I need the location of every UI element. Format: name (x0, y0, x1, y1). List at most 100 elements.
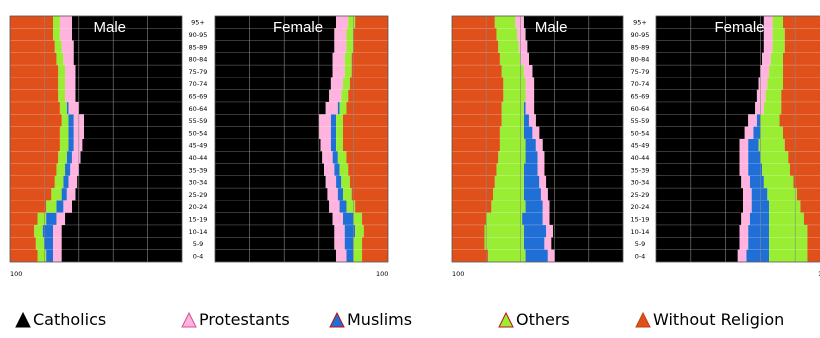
age-label: 45-49 (631, 142, 650, 150)
bar-male-muslims (63, 175, 69, 189)
bar-female-others (337, 151, 347, 164)
bar-male-catholics (527, 40, 623, 53)
bar-male-without-religion (10, 40, 55, 53)
figure: Male Female 95+ 90-95 85-89 80-84 75-79 70-74 65… (9, 15, 820, 278)
bar-female-protestants (336, 16, 349, 29)
age-label: 20-24 (631, 203, 650, 211)
bar-male-others (487, 249, 526, 262)
bar-female-others (772, 28, 785, 41)
bar-male-others (53, 28, 60, 41)
bar-male-muslims (525, 249, 548, 262)
bar-male-without-religion (10, 237, 36, 250)
bar-male-protestants (65, 77, 76, 90)
bar-male-protestants (53, 225, 62, 238)
bar-male-without-religion (10, 188, 52, 201)
bar-female-protestants (763, 28, 773, 41)
age-label: 10-14 (189, 228, 208, 236)
bar-female-catholics (215, 200, 330, 213)
bar-male-without-religion (10, 151, 59, 164)
bar-female-others (769, 249, 808, 262)
bar-female-without-religion (346, 151, 388, 164)
bar-male-catholics (523, 16, 623, 29)
bar-male-without-religion (10, 65, 59, 78)
male-panel-border (9, 15, 183, 263)
bar-male-others (35, 237, 45, 250)
bar-male-muslims (525, 151, 538, 164)
age-label: 0-4 (193, 252, 204, 260)
bar-male-muslims (68, 114, 74, 127)
bar-female-without-religion (807, 249, 820, 262)
bar-female-without-religion (362, 249, 388, 262)
bar-male-protestants (56, 212, 66, 226)
age-label: 0-4 (635, 252, 646, 260)
bar-female-others (772, 16, 784, 29)
legend-item-catholics: Catholics (15, 310, 106, 329)
bar-male-without-religion (452, 102, 502, 115)
age-label: 25-29 (189, 191, 208, 199)
bar-female-others (336, 139, 344, 152)
bar-male-without-religion (452, 249, 488, 262)
triangle-icon (329, 311, 345, 327)
age-label: 70-74 (631, 80, 650, 88)
bar-male-without-religion (452, 188, 494, 201)
bar-male-others (503, 77, 526, 90)
bar-female-catholics (215, 188, 328, 201)
bar-female-protestants (327, 188, 338, 201)
bar-female-catholics (215, 114, 319, 127)
bar-female-protestants (739, 151, 749, 164)
bar-male-catholics (552, 225, 623, 238)
bar-male-without-religion (452, 89, 504, 103)
bar-female-muslims (756, 114, 761, 127)
bar-female-catholics (656, 225, 740, 238)
bar-male-catholics (75, 188, 182, 201)
bar-female-without-religion (781, 89, 820, 103)
bar-female-without-religion (351, 188, 388, 201)
age-label: 50-54 (189, 129, 208, 137)
bar-female-without-religion (343, 114, 388, 127)
triangle-icon (15, 311, 31, 327)
bar-male-protestants (525, 77, 535, 90)
bar-female-catholics (656, 40, 764, 53)
bar-male-catholics (83, 114, 182, 127)
bar-male-without-religion (452, 151, 499, 164)
bar-female-protestants (325, 175, 337, 189)
bar-male-catholics (82, 139, 182, 152)
bar-female-without-religion (796, 188, 820, 201)
bar-male-others (496, 28, 517, 41)
bar-male-without-religion (10, 102, 60, 115)
bar-female-muslims (339, 200, 347, 213)
bar-male-catholics (542, 139, 623, 152)
bar-female-protestants (743, 188, 752, 201)
age-label: 15-19 (631, 215, 650, 223)
bar-male-protestants (539, 175, 547, 189)
panel-title-female: Female (715, 19, 765, 36)
bar-male-without-religion (10, 200, 47, 213)
legend-item-others: Others (498, 310, 570, 329)
bar-male-catholics (61, 225, 182, 238)
bar-male-catholics (551, 237, 623, 250)
age-label: 85-89 (189, 43, 208, 51)
bar-female-others (769, 65, 784, 78)
bar-male-muslims (523, 163, 538, 176)
axis-label-left: 100 (10, 270, 22, 278)
bar-male-without-religion (452, 52, 500, 66)
bar-male-without-religion (452, 225, 485, 238)
age-label: 90-95 (189, 31, 208, 39)
bar-female-muslims (337, 102, 340, 115)
bar-male-catholics (534, 77, 623, 90)
bar-female-catholics (215, 89, 330, 103)
bar-male-others (56, 163, 66, 176)
bar-female-catholics (656, 65, 761, 78)
bar-female-without-religion (788, 151, 820, 164)
bar-female-without-religion (803, 212, 820, 226)
bar-male-protestants (532, 126, 540, 139)
age-label: 50-54 (631, 129, 650, 137)
bar-female-without-religion (351, 65, 388, 78)
bar-female-protestants (318, 114, 331, 127)
bar-male-protestants (66, 188, 76, 201)
bar-female-catholics (215, 163, 324, 176)
bar-male-protestants (537, 151, 545, 164)
age-label: 10-14 (631, 228, 650, 236)
bar-male-others (53, 16, 60, 29)
bar-male-without-religion (452, 237, 485, 250)
